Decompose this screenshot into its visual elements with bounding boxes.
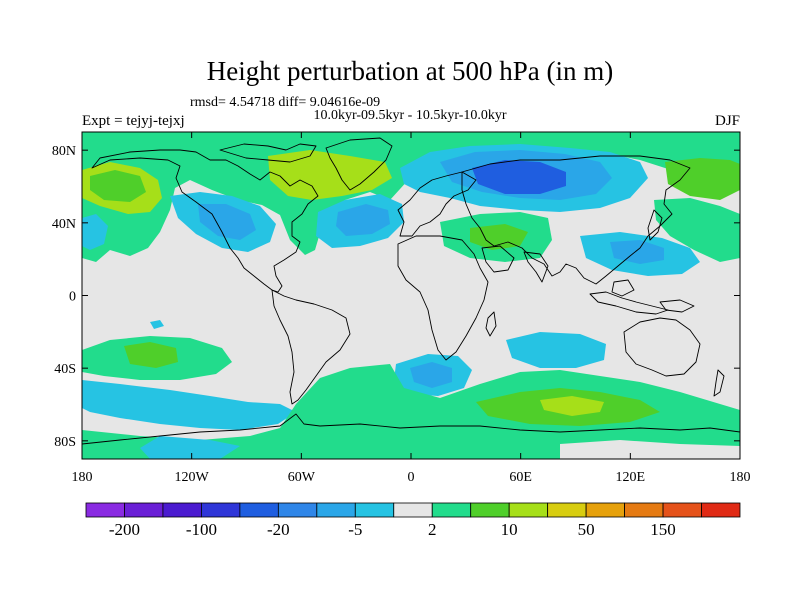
colorbar-label: -5 — [348, 520, 362, 539]
colorbar-swatch — [624, 502, 664, 518]
contour-pole-green — [560, 440, 740, 459]
coast-north-america — [91, 149, 319, 293]
contour-south-yg-core — [540, 396, 604, 416]
coast-india — [523, 251, 549, 283]
colorbar-swatch — [393, 502, 433, 518]
coast-africa — [397, 235, 489, 361]
colorbar-swatch — [547, 502, 587, 518]
contour-south-pacific-yg — [124, 342, 178, 368]
colorbar: -200 -100 -20 -5 2 10 50 150 — [85, 502, 741, 539]
lat-tick-label: 80S — [54, 435, 76, 450]
coast-arctic-islands — [219, 143, 317, 163]
contour-south-low-west — [82, 380, 296, 430]
colorbar-swatch — [201, 502, 241, 518]
contour-pacific-green — [654, 198, 740, 262]
contour-nw-blob-green — [90, 170, 146, 202]
contour-asia-green-core — [470, 224, 528, 250]
longitude-axis: 180 120W 60W 0 60E 120E 180 — [72, 132, 751, 485]
latitude-axis: 80N 40N 0 40S 80S — [52, 144, 740, 450]
contour-south-big-green — [82, 364, 740, 459]
colorbar-label: -20 — [267, 520, 290, 539]
coast-arabia — [481, 245, 515, 273]
colorbar-swatch — [585, 502, 625, 518]
plot-title: Height perturbation at 500 hPa (in m) — [207, 56, 613, 86]
coast-south-america — [271, 289, 351, 405]
contour-small-blob — [150, 320, 164, 329]
lon-tick-label: 120E — [616, 470, 646, 485]
coast-borneo — [611, 279, 635, 297]
contour-pacific-low-core — [198, 204, 256, 240]
colorbar-swatch — [85, 502, 125, 518]
lon-tick-label: 60W — [288, 470, 316, 485]
contour-east-yg — [665, 158, 740, 200]
lat-tick-label: 40S — [54, 362, 76, 377]
colorbar-swatch — [162, 502, 202, 518]
contour-south-atlantic-low-core — [410, 362, 452, 388]
contour-indian-low — [506, 332, 606, 368]
season-label: DJF — [715, 113, 740, 129]
lon-tick-label: 60E — [509, 470, 532, 485]
colorbar-swatch — [316, 502, 356, 518]
coast-antarctica — [82, 413, 740, 445]
coast-europe — [397, 171, 477, 237]
colorbar-swatch — [470, 502, 510, 518]
contour-atlantic-low-core — [336, 204, 390, 236]
contour-north-green — [82, 132, 740, 256]
contour-pacific-east-low-core — [610, 240, 664, 264]
colorbar-swatch — [662, 502, 702, 518]
colorbar-label: 10 — [501, 520, 518, 539]
lat-tick-label: 0 — [69, 290, 76, 305]
colorbar-label: 2 — [428, 520, 437, 539]
coast-greenland — [325, 137, 393, 191]
coast-japan — [647, 209, 663, 241]
lon-tick-label: 120W — [175, 470, 210, 485]
contour-canada-yg — [268, 150, 392, 200]
colorbar-swatch — [124, 502, 164, 518]
coast-madagascar — [485, 311, 497, 337]
coastlines — [82, 137, 740, 445]
coast-new-zealand — [713, 369, 725, 397]
lat-tick-label: 80N — [52, 144, 76, 159]
coast-new-guinea — [659, 299, 695, 313]
colorbar-swatch — [239, 502, 279, 518]
colorbar-swatch — [431, 502, 472, 518]
colorbar-label: -200 — [109, 520, 140, 539]
coast-australia — [623, 317, 701, 377]
lon-tick-label: 0 — [408, 470, 415, 485]
colorbar-label: 150 — [650, 520, 676, 539]
lon-tick-label: 180 — [72, 470, 93, 485]
contour-antarctic-low — [140, 436, 240, 459]
colorbar-swatch — [701, 502, 741, 518]
coast-asia — [461, 155, 691, 285]
colorbar-label: -100 — [186, 520, 217, 539]
colorbar-label: 50 — [578, 520, 595, 539]
experiment-label: Expt = tejyj-tejxj — [82, 113, 185, 129]
lat-tick-label: 40N — [52, 217, 76, 232]
colorbar-swatch — [354, 502, 395, 518]
lon-tick-label: 180 — [730, 470, 751, 485]
stats-label: rmsd= 4.54718 diff= 9.04616e-09 — [190, 95, 380, 110]
colorbar-swatch — [277, 502, 318, 518]
map-panel: 80N 40N 0 40S 80S 180 120W 60W 0 60E 120E 180 — [52, 131, 751, 485]
contour-fill-layer — [82, 132, 740, 459]
colorbar-swatch — [508, 502, 549, 518]
contour-eurasia-low-core — [472, 160, 566, 194]
period-label: 10.0kyr-09.5kyr - 10.5kyr-10.0kyr — [313, 108, 506, 123]
contour-westedge-low — [82, 214, 108, 250]
